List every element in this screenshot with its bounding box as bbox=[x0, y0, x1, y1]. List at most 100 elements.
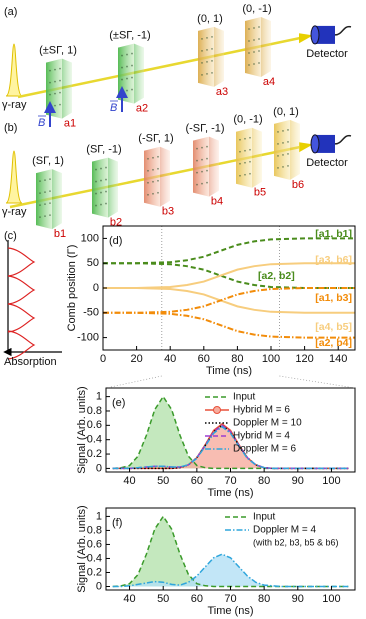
series-label: [a2, b4] bbox=[315, 337, 352, 349]
plate-dot bbox=[126, 89, 128, 92]
plate-face bbox=[236, 127, 252, 188]
y-tick-label: 0.4 bbox=[87, 434, 102, 446]
plate-state: (-SΓ, -1) bbox=[185, 123, 224, 135]
plate-dot bbox=[59, 91, 61, 94]
plate-state: (±SΓ, 1) bbox=[39, 45, 77, 57]
detector-label: Detector bbox=[306, 48, 348, 60]
plate-dot bbox=[277, 143, 279, 145]
plate-dot bbox=[95, 204, 97, 207]
plate-face bbox=[92, 157, 108, 218]
plate-side bbox=[290, 119, 300, 180]
y-tick-label: 0.4 bbox=[87, 552, 102, 564]
plate-dot bbox=[131, 88, 133, 91]
plate-dot bbox=[49, 69, 51, 72]
plate-dot bbox=[282, 154, 284, 156]
area bbox=[112, 554, 349, 587]
absorption-peak bbox=[7, 247, 36, 277]
x-tick-label: 40 bbox=[123, 593, 135, 605]
detector-body bbox=[315, 25, 335, 44]
x-tick-label: 140 bbox=[329, 353, 347, 365]
plate-face bbox=[144, 146, 160, 207]
series-line bbox=[103, 262, 355, 289]
x-tick-label: 80 bbox=[231, 353, 243, 365]
plate bbox=[198, 26, 224, 87]
gamma-source bbox=[5, 43, 23, 97]
plate-dot bbox=[201, 146, 203, 149]
field-label: B bbox=[38, 117, 45, 129]
x-tick-label: 60 bbox=[191, 475, 203, 487]
x-tick-label: 40 bbox=[164, 353, 176, 365]
plate-dot bbox=[277, 167, 279, 169]
absorption-peak bbox=[7, 303, 36, 333]
x-tick-label: 120 bbox=[295, 353, 313, 365]
plate-dot bbox=[126, 77, 128, 80]
x-tick-label: 40 bbox=[123, 475, 135, 487]
plate-dot bbox=[44, 203, 46, 206]
plate-dot bbox=[152, 192, 154, 195]
plate-side bbox=[134, 43, 144, 104]
plate-dot bbox=[131, 52, 133, 55]
plate-dot bbox=[39, 192, 41, 195]
x-tick-label: 50 bbox=[157, 475, 169, 487]
plate-dot bbox=[147, 181, 149, 184]
plate bbox=[274, 119, 300, 180]
plate-side bbox=[214, 26, 224, 87]
plate-dot bbox=[54, 104, 56, 107]
y-tick-label: 0.8 bbox=[87, 405, 102, 417]
plate-dot bbox=[249, 172, 251, 175]
plate-dot bbox=[282, 142, 284, 144]
plate-dot bbox=[201, 37, 203, 40]
plate-dot bbox=[152, 168, 154, 171]
series-label: [a2, b2] bbox=[258, 270, 295, 282]
plate-dot bbox=[121, 54, 123, 57]
plate-dot bbox=[206, 169, 208, 172]
y-tick-label: 100 bbox=[81, 232, 99, 244]
plate-dot bbox=[206, 36, 208, 39]
y-tick-label: 0.6 bbox=[87, 419, 102, 431]
x-tick-label: 60 bbox=[198, 353, 210, 365]
annotation: (with b2, b3, b5 & b6) bbox=[253, 537, 339, 547]
plate-dot bbox=[282, 130, 284, 132]
plate-dot bbox=[105, 166, 107, 169]
plate-dot bbox=[126, 53, 128, 56]
plate-face bbox=[245, 17, 261, 78]
y-tick-label: -50 bbox=[83, 307, 99, 319]
plate-dot bbox=[95, 168, 97, 171]
plate-dot bbox=[59, 103, 61, 106]
y-tick-label: 1 bbox=[96, 391, 102, 403]
plate-dot bbox=[44, 215, 46, 218]
plate-dot bbox=[201, 73, 203, 76]
plate-side bbox=[160, 146, 170, 207]
plate-side bbox=[52, 169, 62, 230]
plate-dot bbox=[147, 169, 149, 172]
x-axis-label: Time (ns) bbox=[207, 605, 253, 617]
plate-dot bbox=[277, 155, 279, 157]
plate-state: (0, -1) bbox=[233, 114, 262, 126]
plate-dot bbox=[244, 161, 246, 164]
plate-name: b6 bbox=[292, 179, 304, 191]
plate-name: b2 bbox=[110, 216, 122, 228]
y-tick-label: 50 bbox=[87, 257, 99, 269]
plate-name: b3 bbox=[162, 206, 174, 218]
plate-dot bbox=[239, 174, 241, 177]
area bbox=[112, 516, 349, 587]
plate-dot bbox=[211, 47, 213, 50]
plate-dot bbox=[105, 190, 107, 193]
y-tick-label: 0 bbox=[96, 580, 102, 592]
legend-label: Doppler M = 6 bbox=[233, 444, 297, 455]
plate-dot bbox=[253, 39, 255, 41]
panel-label: (f) bbox=[112, 517, 122, 529]
plate-state: (0, 1) bbox=[273, 106, 299, 118]
plate-face bbox=[274, 119, 290, 180]
series-label: [a1, b3] bbox=[315, 292, 352, 304]
area bbox=[112, 423, 349, 469]
x-tick-label: 0 bbox=[100, 353, 106, 365]
legend-label: Input bbox=[233, 392, 255, 403]
series-line bbox=[112, 425, 349, 470]
y-tick-label: 0 bbox=[93, 282, 99, 294]
gamma-source bbox=[5, 150, 23, 204]
detector-label: Detector bbox=[306, 157, 348, 169]
plate-dot bbox=[147, 157, 149, 160]
absorption-peak bbox=[7, 330, 36, 360]
